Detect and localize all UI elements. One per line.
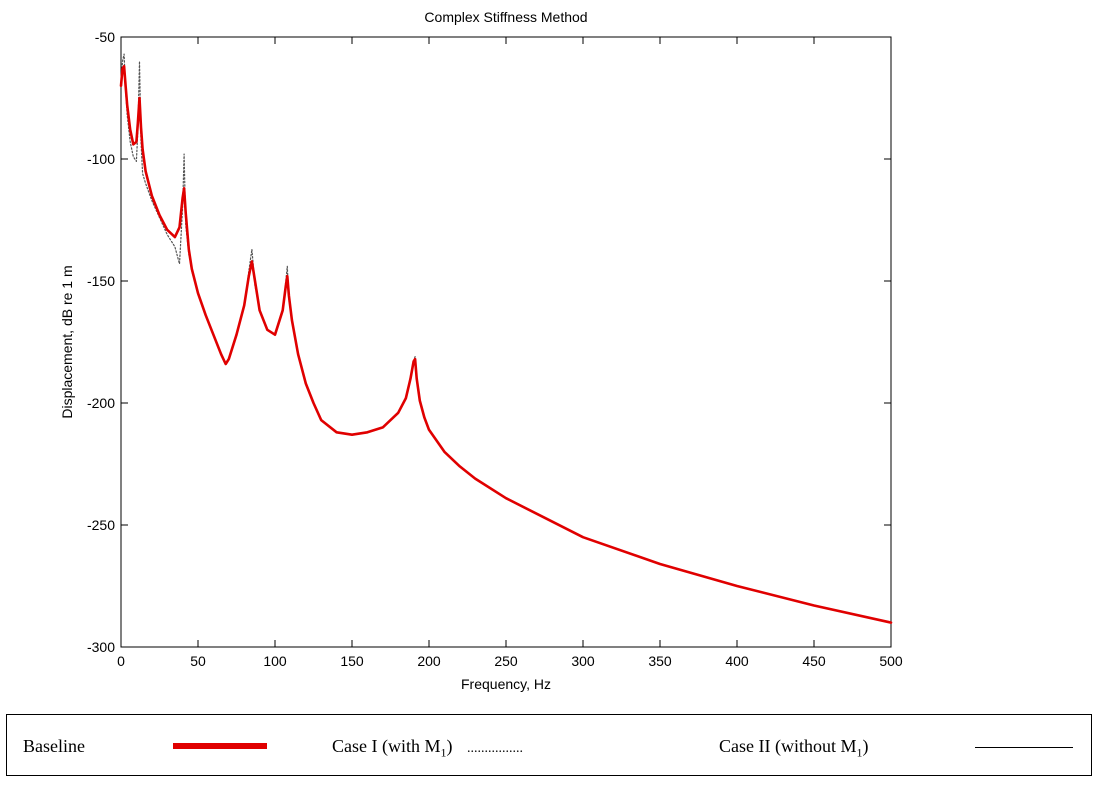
- legend-swatch-case1: ................: [467, 741, 523, 756]
- x-tick-label: 450: [802, 653, 826, 669]
- legend-swatch-baseline: [173, 743, 267, 749]
- chart-title: Complex Stiffness Method: [424, 9, 587, 25]
- legend-label-case1: Case I (with M: [332, 736, 440, 756]
- x-tick-label: 200: [417, 653, 441, 669]
- legend-label-baseline: Baseline: [23, 736, 85, 756]
- x-tick-label: 250: [494, 653, 518, 669]
- y-tick-label: -300: [87, 639, 115, 655]
- x-axis-title: Frequency, Hz: [461, 676, 551, 692]
- legend-label-case2: Case II (without M: [719, 736, 856, 756]
- legend-label-case2-close: ): [862, 736, 868, 756]
- x-tick-label: 300: [571, 653, 595, 669]
- legend-item-case2: Case II (without M1): [719, 735, 868, 764]
- y-tick-label: -100: [87, 151, 115, 167]
- legend-item-case1: Case I (with M1) ................: [332, 735, 523, 764]
- y-tick-label: -250: [87, 517, 115, 533]
- x-tick-label: 400: [725, 653, 749, 669]
- legend: Baseline Case I (with M1) ..............…: [6, 714, 1092, 776]
- y-tick-label: -200: [87, 395, 115, 411]
- x-tick-label: 50: [190, 653, 206, 669]
- y-axis-title: Displacement, dB re 1 m: [59, 265, 75, 418]
- x-tick-label: 350: [648, 653, 672, 669]
- y-tick-label: -50: [95, 29, 115, 45]
- frequency-response-chart: Complex Stiffness Method 0 50 100 150 200 250…: [0, 0, 1098, 700]
- legend-swatch-case2: [975, 747, 1073, 748]
- x-tick-label: 100: [263, 653, 287, 669]
- x-tick-label: 150: [340, 653, 364, 669]
- plot-area: [121, 37, 891, 647]
- y-tick-label: -150: [87, 273, 115, 289]
- legend-label-case1-close: ): [446, 736, 452, 756]
- legend-item-baseline: Baseline: [23, 735, 85, 757]
- x-tick-label: 500: [879, 653, 903, 669]
- x-tick-label: 0: [117, 653, 125, 669]
